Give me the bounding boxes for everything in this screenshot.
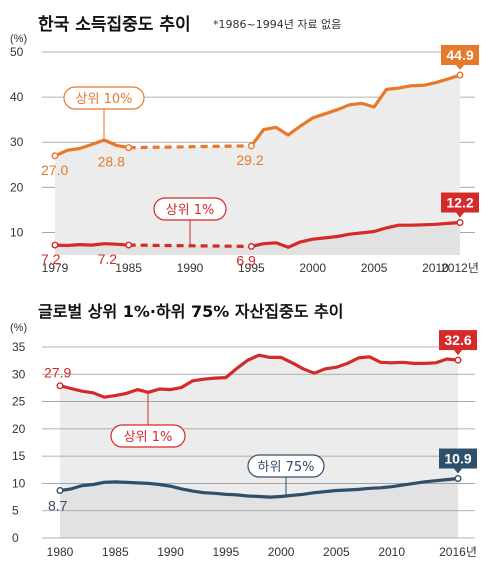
x-tick-label: 2005 <box>361 261 388 275</box>
x-tick-label: 2005 <box>323 545 350 559</box>
end-value-label: 32.6 <box>444 332 471 348</box>
x-tick-label: 1990 <box>157 545 184 559</box>
series-gap-dashed-line <box>128 144 252 150</box>
series-line-0 <box>250 73 461 147</box>
data-point-marker <box>125 144 133 152</box>
series-line-1 <box>251 220 461 249</box>
x-tick-label: 2010 <box>378 545 405 559</box>
series-line-1 <box>54 242 129 248</box>
y-tick-label: 35 <box>12 340 26 354</box>
x-tick-label: 2012년 <box>441 261 479 275</box>
end-value-label: 44.9 <box>446 47 473 63</box>
x-tick-label: 1985 <box>102 545 129 559</box>
start-value-label: 27.0 <box>41 162 68 178</box>
series-line-0 <box>54 138 129 158</box>
series-name-callout: 상위 10% <box>76 92 133 107</box>
y-tick-label: 5 <box>12 504 19 518</box>
y-tick-label: 30 <box>12 367 26 381</box>
series-line-1 <box>59 476 459 499</box>
end-value-box <box>441 192 479 213</box>
data-point-marker <box>125 241 133 249</box>
end-value-box-pointer <box>456 212 464 218</box>
x-tick-label: 1985 <box>115 261 142 275</box>
end-value-box-pointer <box>454 468 462 474</box>
data-point-marker <box>247 142 255 150</box>
y-tick-label: 20 <box>10 180 24 194</box>
x-tick-label: 1979 <box>42 261 69 275</box>
series-name-callout: 상위 1% <box>124 430 173 445</box>
y-axis-unit: (%) <box>10 33 27 45</box>
y-tick-label: 40 <box>10 90 24 104</box>
gap-start-value-label: 28.8 <box>98 154 125 170</box>
callout-box <box>110 424 186 448</box>
end-value-box <box>439 330 477 351</box>
x-tick-label: 1980 <box>47 545 74 559</box>
chart-note: *1986~1994년 자료 없음 <box>213 18 341 31</box>
start-value-label: 27.9 <box>44 365 71 381</box>
data-point-marker <box>56 382 64 390</box>
y-tick-label: 10 <box>12 476 26 490</box>
x-tick-label: 2016년 <box>439 545 477 559</box>
gap-start-value-label: 7.2 <box>98 251 118 267</box>
korea-income-concentration-chart: 한국 소득집중도 추이 *1986~1994년 자료 없음 (%) 10 20 30 40 5… <box>10 15 479 275</box>
series-name-callout: 하위 75% <box>258 460 315 475</box>
y-tick-label: 15 <box>12 449 26 463</box>
x-tick-label: 2000 <box>268 545 295 559</box>
end-value-label: 12.2 <box>446 195 473 211</box>
y-tick-label: 50 <box>10 45 24 59</box>
global-wealth-concentration-chart: 글로벌 상위 1%·하위 75% 자산집중도 추이 (%) 0 5 10 15 20 25 30… <box>10 302 477 559</box>
series-name-callout: 상위 1% <box>166 203 215 218</box>
data-point-marker <box>456 71 464 79</box>
series-gap-dashed-line <box>128 243 252 249</box>
start-value-label: 8.7 <box>48 498 68 514</box>
series-area-1 <box>60 478 458 538</box>
start-value-label: 7.2 <box>41 251 61 267</box>
callout-box <box>247 454 325 478</box>
y-tick-label: 30 <box>10 135 24 149</box>
y-axis-unit: (%) <box>10 322 27 334</box>
data-point-marker <box>51 241 59 249</box>
y-tick-label: 0 <box>12 531 19 545</box>
data-point-marker <box>56 487 64 495</box>
end-value-box <box>439 448 477 469</box>
gap-end-value-label: 29.2 <box>236 152 263 168</box>
chart-title: 한국 소득집중도 추이 <box>38 15 191 35</box>
end-value-box <box>441 45 479 66</box>
x-tick-label: 1990 <box>177 261 204 275</box>
data-point-marker <box>456 219 464 227</box>
y-tick-label: 25 <box>12 395 26 409</box>
gap-end-value-label: 6.9 <box>236 252 256 268</box>
series-line-0 <box>59 353 459 399</box>
data-point-marker <box>247 242 255 250</box>
end-value-box-pointer <box>456 65 464 71</box>
y-tick-label: 10 <box>10 225 24 239</box>
end-value-label: 10.9 <box>444 451 471 467</box>
x-tick-label: 1995 <box>238 261 265 275</box>
x-tick-label: 2010 <box>422 261 449 275</box>
callout-box <box>63 86 145 110</box>
callout-box <box>153 197 227 221</box>
y-tick-label: 20 <box>12 422 26 436</box>
data-point-marker <box>51 152 59 160</box>
data-point-marker <box>454 475 462 483</box>
data-point-marker <box>454 356 462 364</box>
chart-title: 글로벌 상위 1%·하위 75% 자산집중도 추이 <box>38 302 343 321</box>
x-tick-label: 2000 <box>299 261 326 275</box>
end-value-box-pointer <box>454 350 462 356</box>
x-tick-label: 1995 <box>212 545 239 559</box>
